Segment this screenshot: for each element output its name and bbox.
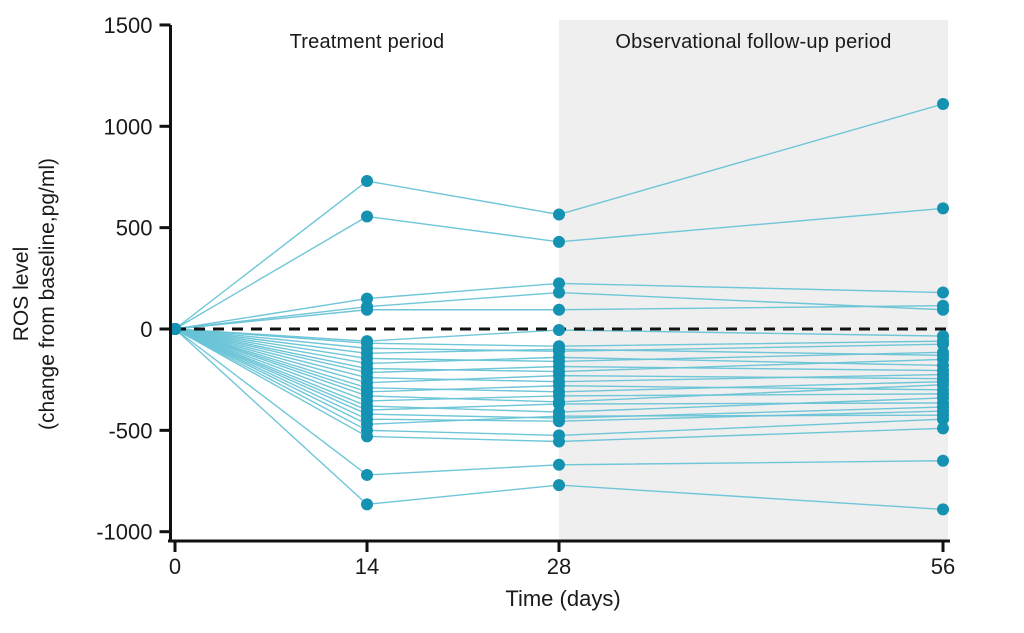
x-tick-label-56: 56 <box>931 554 955 579</box>
series-line-subject-28 <box>174 328 944 511</box>
data-point-subject-28-d56 <box>937 503 949 516</box>
data-point-subject-26-d56 <box>937 422 949 435</box>
series-line-subject-24 <box>174 328 944 425</box>
y-axis-title: ROS level (change from baseline,pg/ml) <box>9 0 63 594</box>
series-line-subject-05 <box>174 304 944 330</box>
x-tick-label-14: 14 <box>355 554 379 579</box>
series-line-subject-09 <box>174 328 944 357</box>
data-point-subject-18-d56 <box>937 378 949 391</box>
data-point-subject-03-d28 <box>553 277 565 290</box>
data-point-subject-06-d28 <box>553 324 565 337</box>
series-line-subject-26 <box>174 328 944 443</box>
series-line-subject-22 <box>174 328 944 419</box>
series-line-subject-16 <box>174 328 944 393</box>
series-line-subject-02 <box>174 207 944 330</box>
data-point-subject-26-d14 <box>361 430 373 443</box>
data-point-subject-27-d28 <box>553 458 565 471</box>
y-tick-label-0: 0 <box>140 317 152 342</box>
series-line-subject-03 <box>174 282 944 330</box>
data-point-subject-15-d28 <box>553 369 565 382</box>
data-point-subject-24-d28 <box>553 410 565 423</box>
series-line-subject-06 <box>174 328 944 342</box>
series-line-subject-11 <box>174 328 944 367</box>
data-point-subject-25-d56 <box>937 413 949 426</box>
data-point-subject-12-d56 <box>937 353 949 366</box>
series-line-subject-01 <box>174 103 944 330</box>
data-point-subject-21-d28 <box>553 397 565 410</box>
series-line-subject-20 <box>174 328 944 413</box>
series-line-subject-04 <box>174 291 944 330</box>
series-line-subject-07 <box>174 328 944 347</box>
data-point-subject-17-d28 <box>553 379 565 392</box>
data-point-subject-05-d28 <box>553 303 565 316</box>
data-point-subject-03-d56 <box>937 286 949 299</box>
series-line-subject-15 <box>174 328 944 384</box>
data-point-subject-28-d28 <box>553 479 565 492</box>
data-point-subject-11-d28 <box>553 351 565 364</box>
data-point-subject-27-d14 <box>361 468 373 481</box>
treatment-period-label: Treatment period <box>289 31 445 53</box>
x-axis-title: Time (days) <box>505 586 621 611</box>
data-point-subject-01-d14 <box>361 175 373 188</box>
y-axis-title-line2: (change from baseline,pg/ml) <box>36 158 59 430</box>
data-point-subject-28-d14 <box>361 498 373 511</box>
data-point-subject-02-d14 <box>361 210 373 223</box>
data-point-subject-27-d56 <box>937 454 949 467</box>
followup-period-label: Observational follow-up period <box>615 31 892 53</box>
data-point-subject-05-d56 <box>937 299 949 312</box>
y-tick-label--1000: -1000 <box>96 520 152 545</box>
series-line-subject-21 <box>174 328 944 411</box>
x-tick-label-28: 28 <box>547 554 571 579</box>
data-point-subject-04-d28 <box>553 286 565 299</box>
data-point-subject-01-d28 <box>553 208 565 221</box>
data-point-subject-13-d28 <box>553 360 565 373</box>
series-line-subject-19 <box>174 328 944 402</box>
series-line-subject-27 <box>174 328 944 476</box>
data-point-subject-05-d14 <box>361 303 373 316</box>
followup-shaded-region <box>559 20 948 541</box>
series-line-subject-17 <box>174 328 944 393</box>
y-tick-label-1500: 1500 <box>104 13 153 38</box>
y-tick-label--500: -500 <box>108 418 152 443</box>
data-point-subject-02-d56 <box>937 202 949 215</box>
series-line-subject-13 <box>174 328 944 374</box>
x-tick-label-0: 0 <box>169 554 181 579</box>
y-axis-title-line1: ROS level <box>10 246 33 342</box>
y-tick-label-500: 500 <box>116 216 153 241</box>
series-line-subject-25 <box>174 328 944 437</box>
y-tick-label-1000: 1000 <box>104 114 153 139</box>
data-point-subject-01-d56 <box>937 98 949 111</box>
data-point-subject-26-d28 <box>553 435 565 448</box>
series-line-subject-08 <box>174 328 944 352</box>
data-point-subject-02-d28 <box>553 235 565 248</box>
